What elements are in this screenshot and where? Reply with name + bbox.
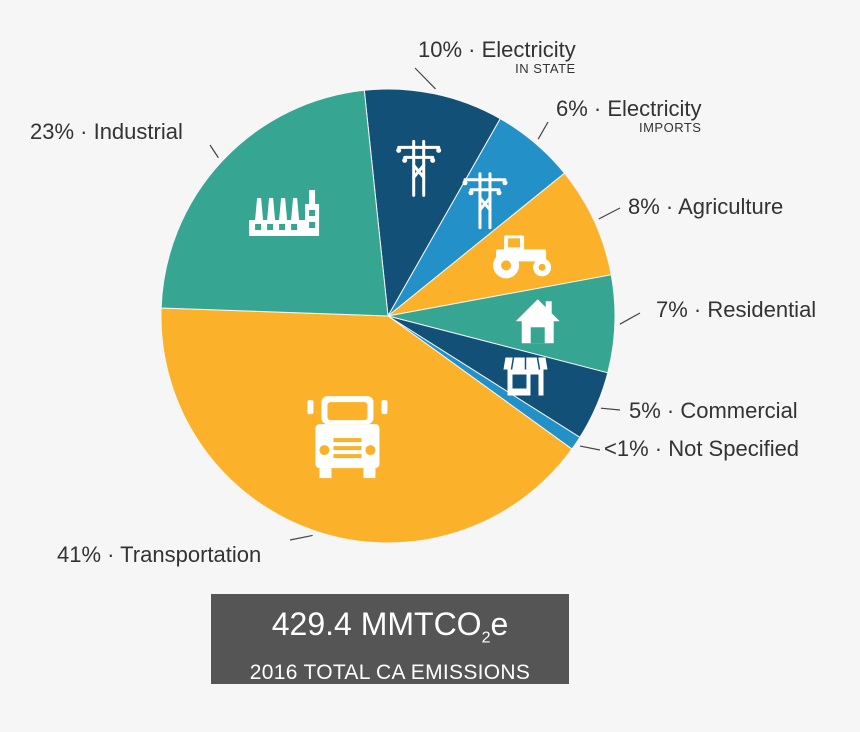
- total-value-main: 429.4 MMTCO: [271, 606, 482, 642]
- leader-line-agriculture: [598, 207, 621, 220]
- total-value-subscript: 2: [481, 629, 491, 647]
- pie-slice-industrial: [160, 89, 389, 317]
- truck-icon: [307, 396, 388, 479]
- total-emissions-value: 429.4 MMTCO2e: [211, 606, 569, 656]
- leader-line-residential: [619, 312, 641, 325]
- leader-line-industrial: [209, 144, 219, 159]
- tractor-icon: [493, 235, 552, 279]
- label-electricity-imports-text: 6% · Electricity: [556, 96, 702, 121]
- label-electricity-imports: 6% · Electricity IMPORTS: [556, 97, 701, 135]
- label-electricity-in-state-text: 10% · Electricity: [418, 37, 576, 62]
- label-agriculture: 8% · Agriculture: [628, 194, 784, 219]
- pie-slice-elec-in: [363, 88, 501, 318]
- power-tower-icon: [396, 139, 442, 197]
- house-icon: [515, 299, 560, 344]
- label-transportation: 41% · Transportation: [57, 542, 262, 567]
- label-industrial: 23% · Industrial: [30, 119, 183, 144]
- power-tower-icon: [462, 172, 508, 230]
- total-emissions-box: 429.4 MMTCO2e 2016 TOTAL CA EMISSIONS: [211, 594, 569, 684]
- leader-line-not-specified: [579, 445, 601, 451]
- label-commercial: 5% · Commercial: [629, 398, 798, 423]
- label-electricity-in-state: 10% · Electricity IN STATE: [418, 38, 576, 76]
- storefront-icon: [503, 357, 548, 396]
- total-emissions-caption: 2016 TOTAL CA EMISSIONS: [249, 661, 531, 685]
- pie-slice-agriculture: [387, 172, 612, 317]
- label-residential: 7% · Residential: [656, 297, 817, 322]
- label-electricity-imports-sub: IMPORTS: [638, 120, 702, 135]
- leader-line-elec-imp: [537, 121, 549, 140]
- leader-line-commercial: [600, 407, 621, 411]
- factory-icon: [249, 189, 320, 236]
- label-not-specified: <1% · Not Specified: [604, 436, 800, 461]
- total-value-suffix: e: [490, 606, 509, 642]
- leader-line-transportation: [289, 534, 313, 541]
- label-electricity-in-state-sub: IN STATE: [515, 61, 576, 76]
- leader-line-elec-in: [414, 67, 436, 90]
